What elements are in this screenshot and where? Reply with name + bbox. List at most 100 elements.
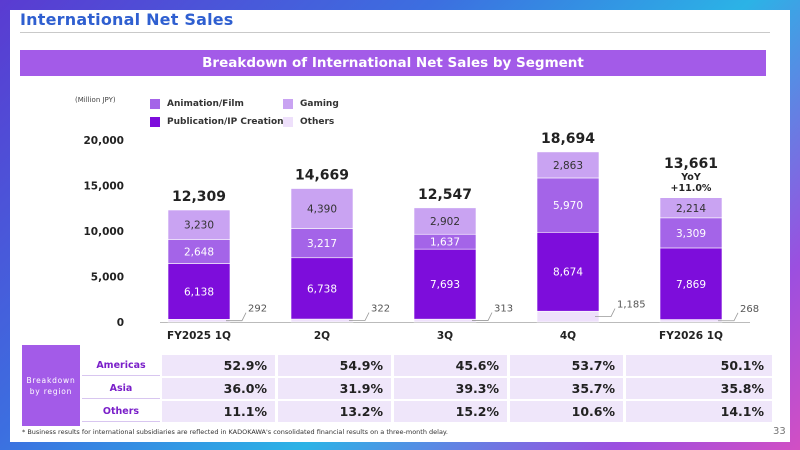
legend-label-gaming: Gaming	[300, 99, 339, 109]
bar-segment-others	[413, 318, 477, 323]
table-cell: 50.1%	[624, 355, 772, 376]
yoy-annotation-label: YoY	[680, 172, 701, 183]
legend-gaming: Gaming	[283, 99, 339, 109]
others-leader-line	[472, 312, 493, 321]
data-label-gaming: 3,230	[184, 220, 214, 232]
table-cell: 10.6%	[508, 401, 623, 422]
bar-total-label: 18,694	[541, 131, 595, 147]
data-label-gaming: 2,863	[553, 160, 583, 172]
y-tick-label: 0	[117, 317, 124, 329]
table-row: Americas 52.9% 54.9% 45.6% 53.7% 50.1%	[82, 355, 772, 376]
bar-segment-publication-ip-creation	[290, 257, 354, 320]
table-row: Others 11.1% 13.2% 15.2% 10.6% 14.1%	[82, 401, 772, 422]
data-label-others: 268	[740, 304, 759, 315]
others-leader-line	[718, 312, 739, 322]
region-label-line1: Breakdown	[26, 375, 76, 385]
data-label-publication-ip-creation: 6,138	[184, 286, 214, 298]
unit-label: (Million JPY)	[75, 96, 116, 104]
data-label-gaming: 2,902	[430, 216, 460, 228]
region-label-line2: by region	[29, 386, 73, 396]
legend-swatch-gaming	[283, 99, 293, 109]
region-breakdown-table: Breakdown by region Americas 52.9% 54.9%…	[22, 345, 772, 428]
legend-swatch-others	[283, 117, 293, 127]
bar-segment-others	[659, 319, 723, 323]
data-label-gaming: 4,390	[307, 204, 337, 216]
data-label-animation-film: 2,648	[184, 246, 214, 258]
y-tick-label: 20,000	[83, 135, 124, 147]
bar-segment-gaming	[659, 197, 723, 219]
footnote: * Business results for international sub…	[22, 428, 448, 436]
table-cell: 39.3%	[392, 378, 507, 399]
table-cell: 53.7%	[508, 355, 623, 376]
bar-total-label: 12,309	[172, 189, 226, 205]
data-label-publication-ip-creation: 7,869	[676, 279, 706, 291]
data-label-publication-ip-creation: 6,738	[307, 283, 337, 295]
legend-label-publication: Publication/IP Creation	[167, 117, 284, 127]
table-cell: 52.9%	[160, 355, 275, 376]
data-label-publication-ip-creation: 7,693	[430, 279, 460, 291]
bar-segment-gaming	[167, 209, 231, 240]
yoy-annotation-value: +11.0%	[671, 183, 712, 194]
x-tick-label: FY2025 1Q	[167, 330, 231, 342]
data-label-others: 313	[494, 304, 513, 315]
table-cell: 31.9%	[276, 378, 391, 399]
table-cell: 11.1%	[160, 401, 275, 422]
x-tick-label: 2Q	[314, 330, 330, 342]
others-leader-line	[595, 308, 616, 318]
section-banner: Breakdown of International Net Sales by …	[20, 50, 766, 76]
page-title: International Net Sales	[20, 10, 234, 29]
bar-segment-others	[167, 319, 231, 323]
bar-total-label: 13,661	[664, 156, 718, 172]
region-name-asia: Asia	[82, 378, 160, 399]
legend-label-animation: Animation/Film	[167, 99, 244, 109]
table-row: Asia 36.0% 31.9% 39.3% 35.7% 35.8%	[82, 378, 772, 399]
bar-segment-others	[536, 310, 600, 323]
bar-segment-animation-film	[659, 217, 723, 249]
y-tick-label: 10,000	[83, 226, 124, 238]
bar-segment-publication-ip-creation	[536, 231, 600, 312]
data-label-animation-film: 3,217	[307, 238, 337, 250]
y-tick-label: 5,000	[91, 272, 124, 284]
region-name-others: Others	[82, 401, 160, 422]
data-label-gaming: 2,214	[676, 203, 706, 215]
bar-segment-publication-ip-creation	[659, 247, 723, 320]
table-cell: 36.0%	[160, 378, 275, 399]
stacked-bar-chart: 0 5,000 10,000 15,000 20,000 FY2025 1Q 2Q 3Q 4Q F…	[83, 131, 759, 342]
data-label-others: 1,185	[617, 300, 646, 311]
region-table-label: Breakdown by region	[22, 345, 80, 426]
legend-animation: Animation/Film	[150, 99, 244, 109]
legend-swatch-animation	[150, 99, 160, 109]
bar-segment-animation-film	[536, 177, 600, 233]
bar-segment-gaming	[413, 207, 477, 235]
table-cell: 15.2%	[392, 401, 507, 422]
bar-segment-publication-ip-creation	[413, 248, 477, 320]
legend-swatch-publication	[150, 117, 160, 127]
others-leader-line	[226, 312, 247, 322]
bar-total-label: 14,669	[295, 168, 349, 184]
table-cell: 14.1%	[624, 401, 772, 422]
data-label-others: 292	[248, 304, 267, 315]
legend-others: Others	[283, 117, 334, 127]
bar-segment-others	[290, 318, 354, 323]
x-tick-label: 3Q	[437, 330, 453, 342]
bar-segment-gaming	[536, 151, 600, 179]
legend-label-others: Others	[300, 117, 335, 127]
y-tick-label: 15,000	[83, 181, 124, 193]
table-cell: 45.6%	[392, 355, 507, 376]
bar-segment-animation-film	[290, 228, 354, 259]
table-cell: 35.7%	[508, 378, 623, 399]
bar-total-label: 12,547	[418, 187, 472, 203]
page-number: 33	[773, 426, 786, 437]
table-cell: 35.8%	[624, 378, 772, 399]
data-label-publication-ip-creation: 8,674	[553, 267, 583, 279]
x-tick-label: 4Q	[560, 330, 576, 342]
table-cell: 13.2%	[276, 401, 391, 422]
legend-publication: Publication/IP Creation	[150, 117, 284, 127]
others-leader-line	[349, 312, 370, 321]
region-name-americas: Americas	[82, 355, 160, 376]
x-tick-label: FY2026 1Q	[659, 330, 723, 342]
data-label-animation-film: 1,637	[430, 237, 460, 249]
data-label-animation-film: 5,970	[553, 200, 583, 212]
data-label-others: 322	[371, 304, 390, 315]
data-label-animation-film: 3,309	[676, 228, 706, 240]
